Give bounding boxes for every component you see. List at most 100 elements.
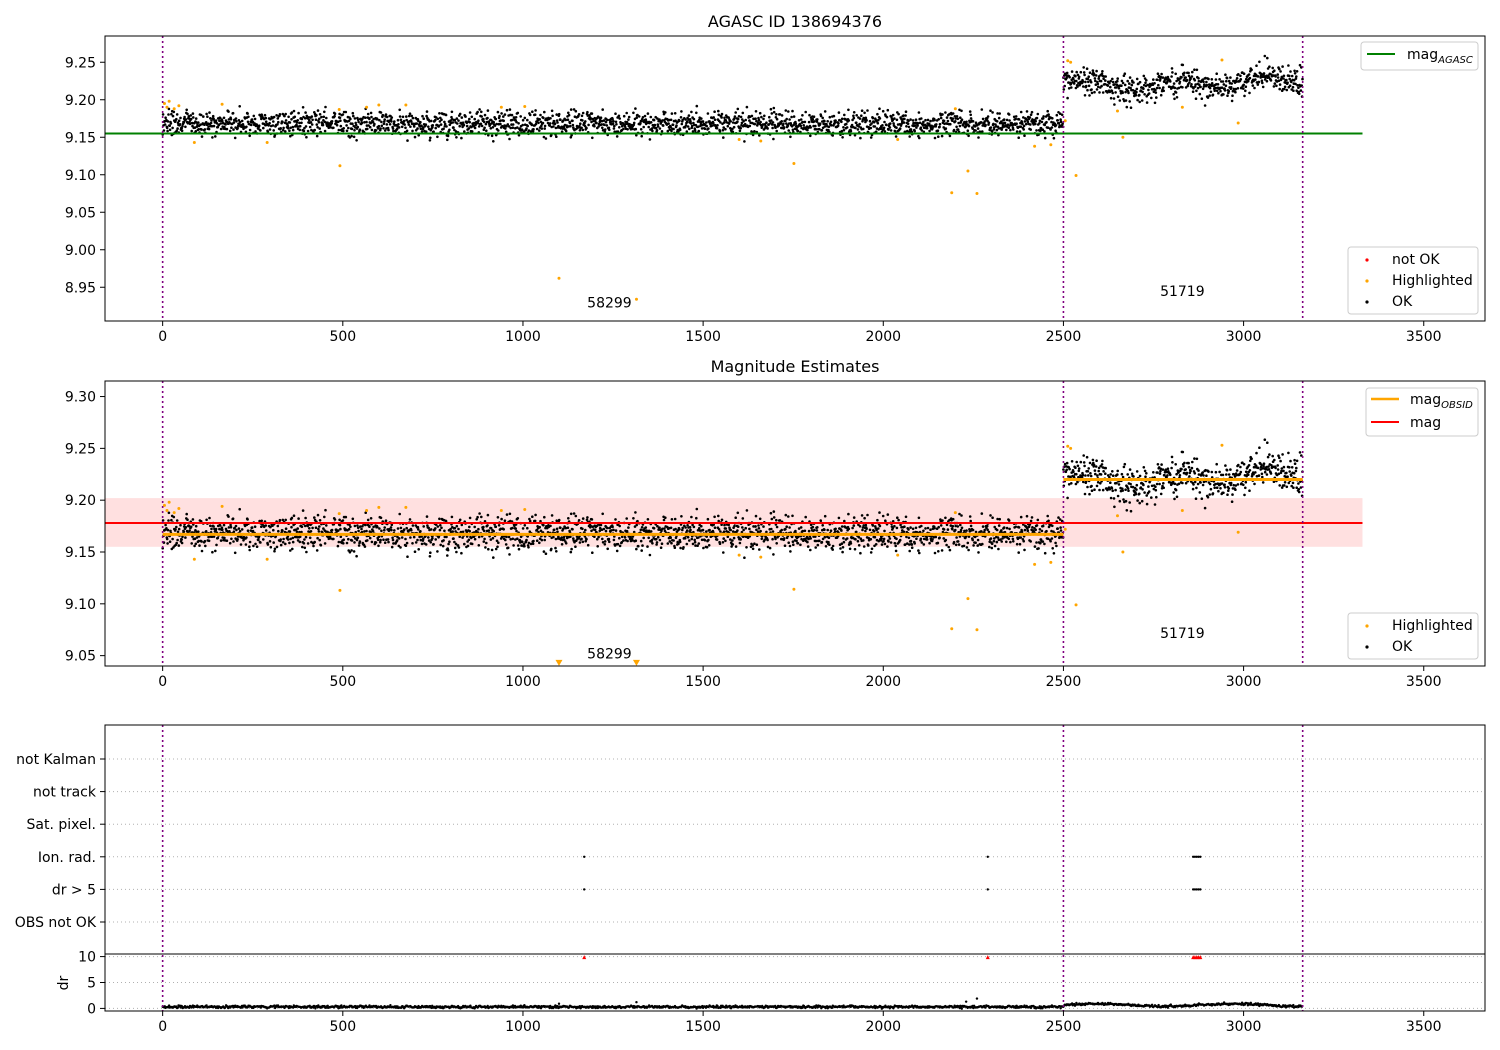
ok-point — [480, 124, 484, 128]
ok-point — [969, 113, 972, 117]
ok-point — [338, 523, 342, 527]
ok-point — [1000, 540, 1003, 543]
ok-point — [1181, 63, 1185, 67]
ok-point — [1109, 96, 1113, 100]
ok-point — [411, 116, 415, 120]
ok-point — [1102, 77, 1105, 81]
ok-point — [221, 119, 224, 123]
ok-point — [254, 130, 257, 133]
ok-point — [228, 541, 232, 545]
ok-point — [369, 111, 373, 115]
highlighted-point — [634, 297, 638, 301]
ok-point — [953, 115, 957, 118]
ok-point — [436, 135, 439, 139]
panel-1-legend-bottom: not OK Highlighted OK — [1347, 246, 1479, 315]
ok-point — [1295, 89, 1298, 92]
ok-point — [542, 523, 545, 527]
ok-point — [451, 121, 455, 124]
ok-point — [909, 118, 912, 121]
ok-point — [382, 538, 385, 541]
ok-point — [868, 528, 872, 532]
ok-point — [849, 129, 853, 133]
ok-point — [707, 127, 710, 130]
ok-point — [546, 121, 550, 125]
ok-point — [1154, 91, 1158, 94]
ok-point — [614, 529, 618, 532]
ok-point — [1215, 72, 1218, 75]
ok-point — [1248, 76, 1252, 80]
ok-point — [1036, 112, 1040, 116]
ok-point — [688, 127, 691, 131]
ok-point — [1290, 80, 1293, 84]
ok-point — [570, 133, 573, 137]
ok-point — [1143, 93, 1146, 96]
ok-point — [695, 104, 699, 108]
ok-point — [457, 527, 460, 531]
ok-point — [341, 113, 345, 116]
ok-point — [966, 541, 970, 545]
ok-point — [792, 115, 796, 118]
ok-point — [807, 120, 811, 124]
ok-point — [673, 546, 677, 549]
ok-point — [272, 528, 275, 532]
ok-point — [865, 119, 868, 122]
ok-point — [910, 543, 914, 546]
ok-point — [1291, 85, 1295, 89]
ok-point — [845, 122, 848, 126]
ok-point — [1017, 118, 1021, 121]
ok-point — [342, 127, 346, 130]
ok-point — [363, 121, 366, 124]
ok-point — [266, 543, 270, 546]
ok-point — [929, 528, 932, 531]
ok-point — [311, 118, 314, 122]
ok-point — [1266, 67, 1270, 70]
ok-point — [1121, 81, 1125, 85]
ok-point — [1007, 126, 1011, 129]
ok-point — [758, 134, 761, 137]
ok-point — [840, 525, 844, 528]
ok-point — [1008, 119, 1011, 122]
ok-point — [909, 539, 913, 543]
ok-point — [1128, 100, 1131, 103]
ok-point — [922, 543, 926, 546]
ok-point — [404, 544, 408, 547]
ok-point — [796, 542, 800, 545]
ok-point — [238, 122, 241, 126]
ok-point — [635, 116, 638, 119]
ok-point — [1275, 84, 1278, 88]
ok-point — [566, 526, 570, 529]
ok-point — [738, 541, 742, 545]
ok-point — [1047, 519, 1050, 523]
ok-point — [284, 542, 287, 546]
ok-point — [906, 129, 909, 133]
ok-point — [236, 124, 240, 128]
ok-point — [367, 124, 370, 127]
ok-point — [227, 110, 230, 113]
ok-point — [232, 530, 236, 533]
ok-point — [399, 526, 403, 530]
ok-point — [942, 537, 945, 540]
ok-point — [413, 550, 417, 553]
ok-point — [368, 117, 371, 121]
ok-point — [258, 519, 261, 523]
ok-point — [995, 128, 999, 132]
ok-point — [1088, 71, 1092, 74]
ok-point — [240, 528, 244, 531]
ok-point — [955, 536, 958, 539]
ok-point — [264, 524, 268, 527]
ok-point — [1021, 122, 1024, 126]
ok-point — [813, 528, 816, 532]
ok-point — [816, 526, 819, 529]
ok-point — [893, 541, 897, 545]
ok-point — [288, 530, 292, 533]
ok-point — [751, 547, 755, 551]
ok-point — [1079, 70, 1083, 74]
ok-point — [948, 548, 952, 552]
ok-point — [1062, 88, 1066, 91]
ok-point — [823, 119, 826, 123]
ok-point — [460, 136, 463, 140]
ok-point — [889, 122, 892, 125]
ok-point — [490, 134, 494, 138]
ok-point — [1094, 74, 1098, 77]
ok-point — [516, 517, 520, 520]
